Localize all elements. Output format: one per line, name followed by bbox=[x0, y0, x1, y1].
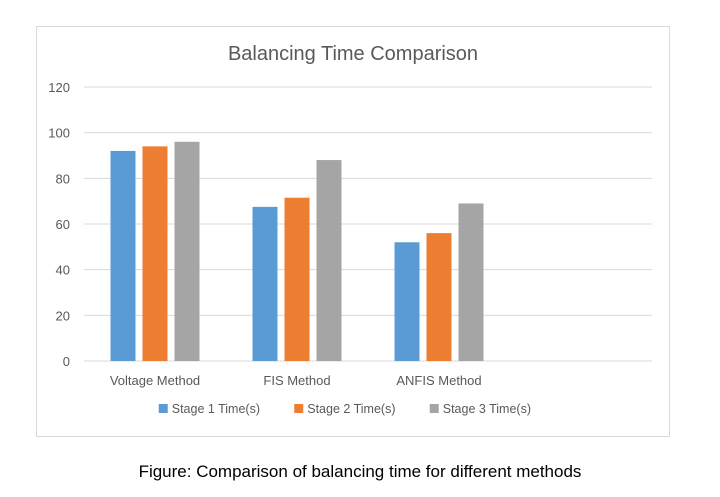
chart-title: Balancing Time Comparison bbox=[228, 43, 478, 65]
bars bbox=[110, 141, 484, 361]
y-tick-label: 40 bbox=[56, 263, 70, 278]
x-tick-label: Voltage Method bbox=[110, 373, 200, 388]
bar-0-0 bbox=[110, 150, 136, 361]
y-tick-label: 20 bbox=[56, 308, 70, 323]
bar-1-1 bbox=[284, 197, 310, 361]
legend-label: Stage 1 Time(s) bbox=[172, 402, 260, 416]
y-tick-label: 0 bbox=[63, 354, 70, 369]
gridlines bbox=[84, 86, 652, 362]
chart-frame bbox=[36, 26, 670, 437]
x-tick-label: ANFIS Method bbox=[396, 373, 481, 388]
bar-1-2 bbox=[316, 160, 342, 361]
bar-2-2 bbox=[458, 203, 484, 361]
bar-2-0 bbox=[394, 242, 420, 361]
y-axis: 0 20 40 60 80 100 120 bbox=[48, 80, 70, 369]
bar-0-2 bbox=[174, 141, 200, 361]
y-tick-label: 100 bbox=[48, 126, 70, 141]
legend-swatch-2 bbox=[429, 404, 439, 413]
y-tick-label: 120 bbox=[48, 80, 70, 95]
bar-0-1 bbox=[142, 146, 168, 361]
legend-swatch-0 bbox=[158, 404, 168, 413]
legend-label: Stage 3 Time(s) bbox=[443, 402, 531, 416]
x-tick-label: FIS Method bbox=[263, 373, 330, 388]
bar-1-0 bbox=[252, 206, 278, 361]
legend-swatch-1 bbox=[294, 404, 304, 413]
legend-label: Stage 2 Time(s) bbox=[307, 402, 395, 416]
legend: Stage 1 Time(s) Stage 2 Time(s) Stage 3 Ti… bbox=[158, 402, 531, 416]
x-axis: Voltage Method FIS Method ANFIS Method bbox=[110, 373, 482, 388]
bar-2-1 bbox=[426, 233, 452, 361]
figure-caption: Figure: Comparison of balancing time for… bbox=[138, 462, 582, 481]
y-tick-label: 60 bbox=[56, 217, 70, 232]
y-tick-label: 80 bbox=[56, 171, 70, 186]
